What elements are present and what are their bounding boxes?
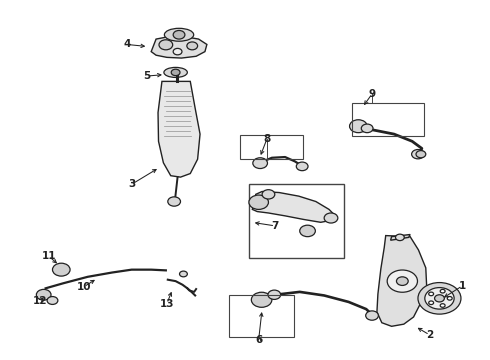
Circle shape	[187, 42, 197, 50]
Circle shape	[412, 149, 424, 159]
Circle shape	[429, 301, 434, 305]
Circle shape	[173, 31, 185, 39]
Polygon shape	[377, 235, 427, 326]
Circle shape	[429, 292, 434, 296]
Circle shape	[179, 271, 187, 277]
Circle shape	[168, 197, 180, 206]
Circle shape	[296, 162, 308, 171]
Circle shape	[396, 277, 408, 285]
Text: 7: 7	[271, 221, 279, 231]
Circle shape	[268, 290, 281, 300]
Ellipse shape	[164, 67, 187, 77]
Text: 13: 13	[160, 299, 174, 309]
Circle shape	[52, 263, 70, 276]
Circle shape	[349, 120, 367, 133]
Bar	[229, 295, 294, 337]
Text: 12: 12	[32, 296, 47, 306]
Polygon shape	[252, 192, 335, 222]
Bar	[240, 135, 303, 159]
Circle shape	[366, 311, 378, 320]
Circle shape	[440, 304, 445, 307]
Circle shape	[159, 40, 172, 50]
Circle shape	[324, 213, 338, 223]
Text: 8: 8	[263, 134, 270, 144]
Text: 11: 11	[41, 251, 56, 261]
Text: 6: 6	[255, 334, 262, 345]
Text: 1: 1	[459, 281, 466, 291]
Circle shape	[435, 295, 444, 302]
Text: 10: 10	[76, 282, 91, 292]
Circle shape	[47, 297, 58, 305]
Circle shape	[425, 288, 454, 309]
Text: 9: 9	[368, 89, 376, 99]
Text: 5: 5	[144, 71, 151, 81]
Bar	[351, 103, 424, 136]
Bar	[249, 184, 343, 258]
Circle shape	[416, 150, 426, 158]
Circle shape	[447, 297, 452, 300]
Circle shape	[249, 195, 269, 210]
Circle shape	[395, 234, 404, 240]
Circle shape	[418, 283, 461, 314]
Circle shape	[440, 289, 445, 293]
Polygon shape	[391, 234, 410, 240]
Circle shape	[253, 158, 268, 168]
Ellipse shape	[164, 28, 194, 41]
Circle shape	[361, 124, 373, 133]
Circle shape	[251, 292, 272, 307]
Circle shape	[36, 289, 51, 300]
Circle shape	[173, 48, 182, 55]
Circle shape	[300, 225, 316, 237]
Polygon shape	[158, 81, 200, 177]
Circle shape	[387, 270, 417, 292]
Text: 3: 3	[128, 179, 135, 189]
Circle shape	[262, 190, 275, 199]
Polygon shape	[151, 37, 207, 58]
Circle shape	[171, 69, 180, 76]
Text: 4: 4	[123, 40, 130, 49]
Text: 2: 2	[426, 330, 433, 340]
